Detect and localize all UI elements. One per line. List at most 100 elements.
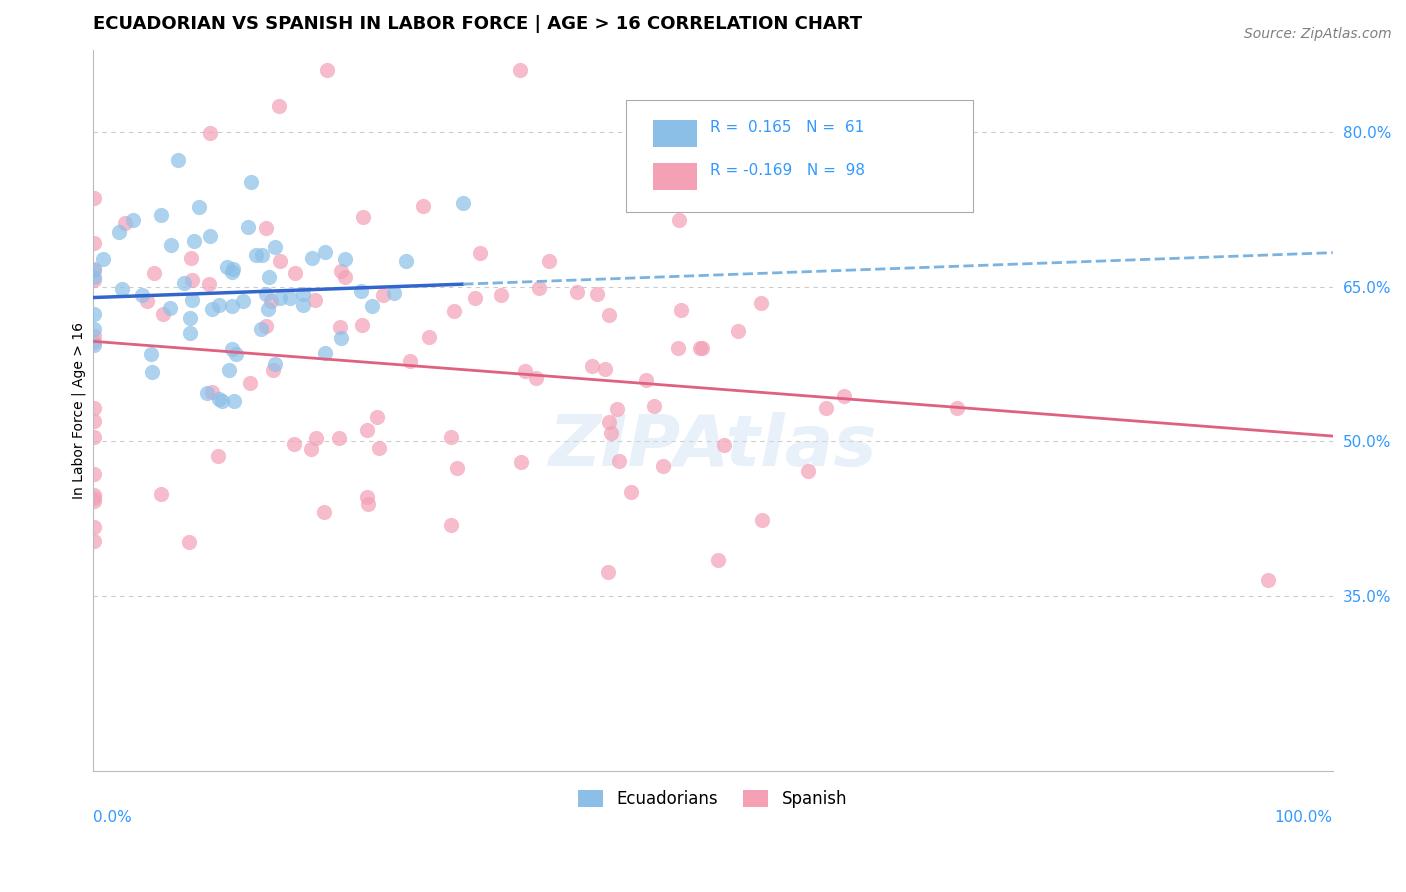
Point [269, 253, 291, 268]
FancyBboxPatch shape [654, 120, 696, 147]
Point [236, 219, 259, 234]
Point [356, 490, 378, 504]
Point [666, 341, 689, 355]
Point [257, 269, 280, 284]
Point [114, 216, 136, 230]
Point [264, 240, 287, 254]
Point [83, 269, 105, 284]
Point [330, 331, 353, 345]
Point [240, 175, 263, 189]
Text: 0.0%: 0.0% [93, 810, 131, 825]
Point [607, 454, 630, 468]
Point [83, 534, 105, 549]
Point [83, 337, 105, 351]
Point [440, 430, 463, 444]
Point [218, 363, 240, 377]
Point [200, 229, 222, 244]
Point [224, 393, 246, 408]
Point [713, 438, 735, 452]
Point [149, 208, 172, 222]
Point [278, 291, 301, 305]
Point [399, 354, 422, 368]
Point [83, 488, 105, 502]
Point [567, 285, 589, 300]
Point [366, 409, 388, 424]
Point [221, 265, 243, 279]
Point [83, 329, 105, 343]
Point [83, 430, 105, 444]
Point [159, 301, 181, 315]
Point [443, 303, 465, 318]
Point [1257, 573, 1279, 587]
Point [598, 308, 620, 322]
Point [250, 322, 273, 336]
Point [356, 423, 378, 437]
Point [350, 284, 373, 298]
Point [330, 264, 353, 278]
Point [292, 287, 315, 301]
Point [368, 441, 391, 455]
Point [751, 513, 773, 527]
Point [727, 324, 749, 338]
Text: ZIPAtlas: ZIPAtlas [548, 412, 877, 481]
Point [671, 302, 693, 317]
Point [83, 191, 105, 205]
Point [91, 252, 114, 266]
Point [152, 307, 174, 321]
FancyBboxPatch shape [654, 163, 696, 190]
Point [643, 399, 665, 413]
Text: 100.0%: 100.0% [1275, 810, 1333, 825]
Point [177, 534, 200, 549]
Point [180, 272, 202, 286]
Point [299, 442, 322, 456]
Point [418, 330, 440, 344]
Text: R = -0.169   N =  98: R = -0.169 N = 98 [710, 163, 865, 178]
Point [222, 261, 245, 276]
Point [239, 376, 262, 390]
Point [263, 358, 285, 372]
Point [395, 254, 418, 268]
Point [173, 276, 195, 290]
Point [291, 298, 314, 312]
Point [946, 401, 969, 415]
Point [107, 225, 129, 239]
Point [446, 460, 468, 475]
Point [83, 273, 105, 287]
Point [382, 286, 405, 301]
Point [181, 293, 204, 308]
Point [586, 286, 609, 301]
Point [513, 364, 536, 378]
Point [706, 553, 728, 567]
Point [83, 520, 105, 534]
Point [510, 455, 533, 469]
Point [166, 153, 188, 167]
Point [149, 487, 172, 501]
Point [815, 401, 838, 416]
Point [262, 363, 284, 377]
Point [188, 200, 211, 214]
Point [141, 365, 163, 379]
Point [211, 394, 233, 409]
Point [329, 320, 352, 334]
Point [598, 416, 620, 430]
Point [269, 291, 291, 305]
Point [593, 362, 616, 376]
Point [195, 386, 218, 401]
Point [333, 252, 356, 266]
Point [111, 282, 134, 296]
Point [179, 311, 201, 326]
FancyBboxPatch shape [626, 100, 973, 212]
Point [254, 318, 277, 333]
Point [207, 392, 229, 407]
Point [333, 270, 356, 285]
Point [350, 318, 373, 332]
Point [198, 277, 221, 291]
Point [208, 297, 231, 311]
Y-axis label: In Labor Force | Age > 16: In Labor Force | Age > 16 [72, 322, 86, 499]
Point [83, 307, 105, 321]
Point [180, 251, 202, 265]
Legend: Ecuadorians, Spanish: Ecuadorians, Spanish [569, 781, 855, 816]
Point [509, 63, 531, 78]
Point [83, 415, 105, 429]
Point [527, 280, 550, 294]
